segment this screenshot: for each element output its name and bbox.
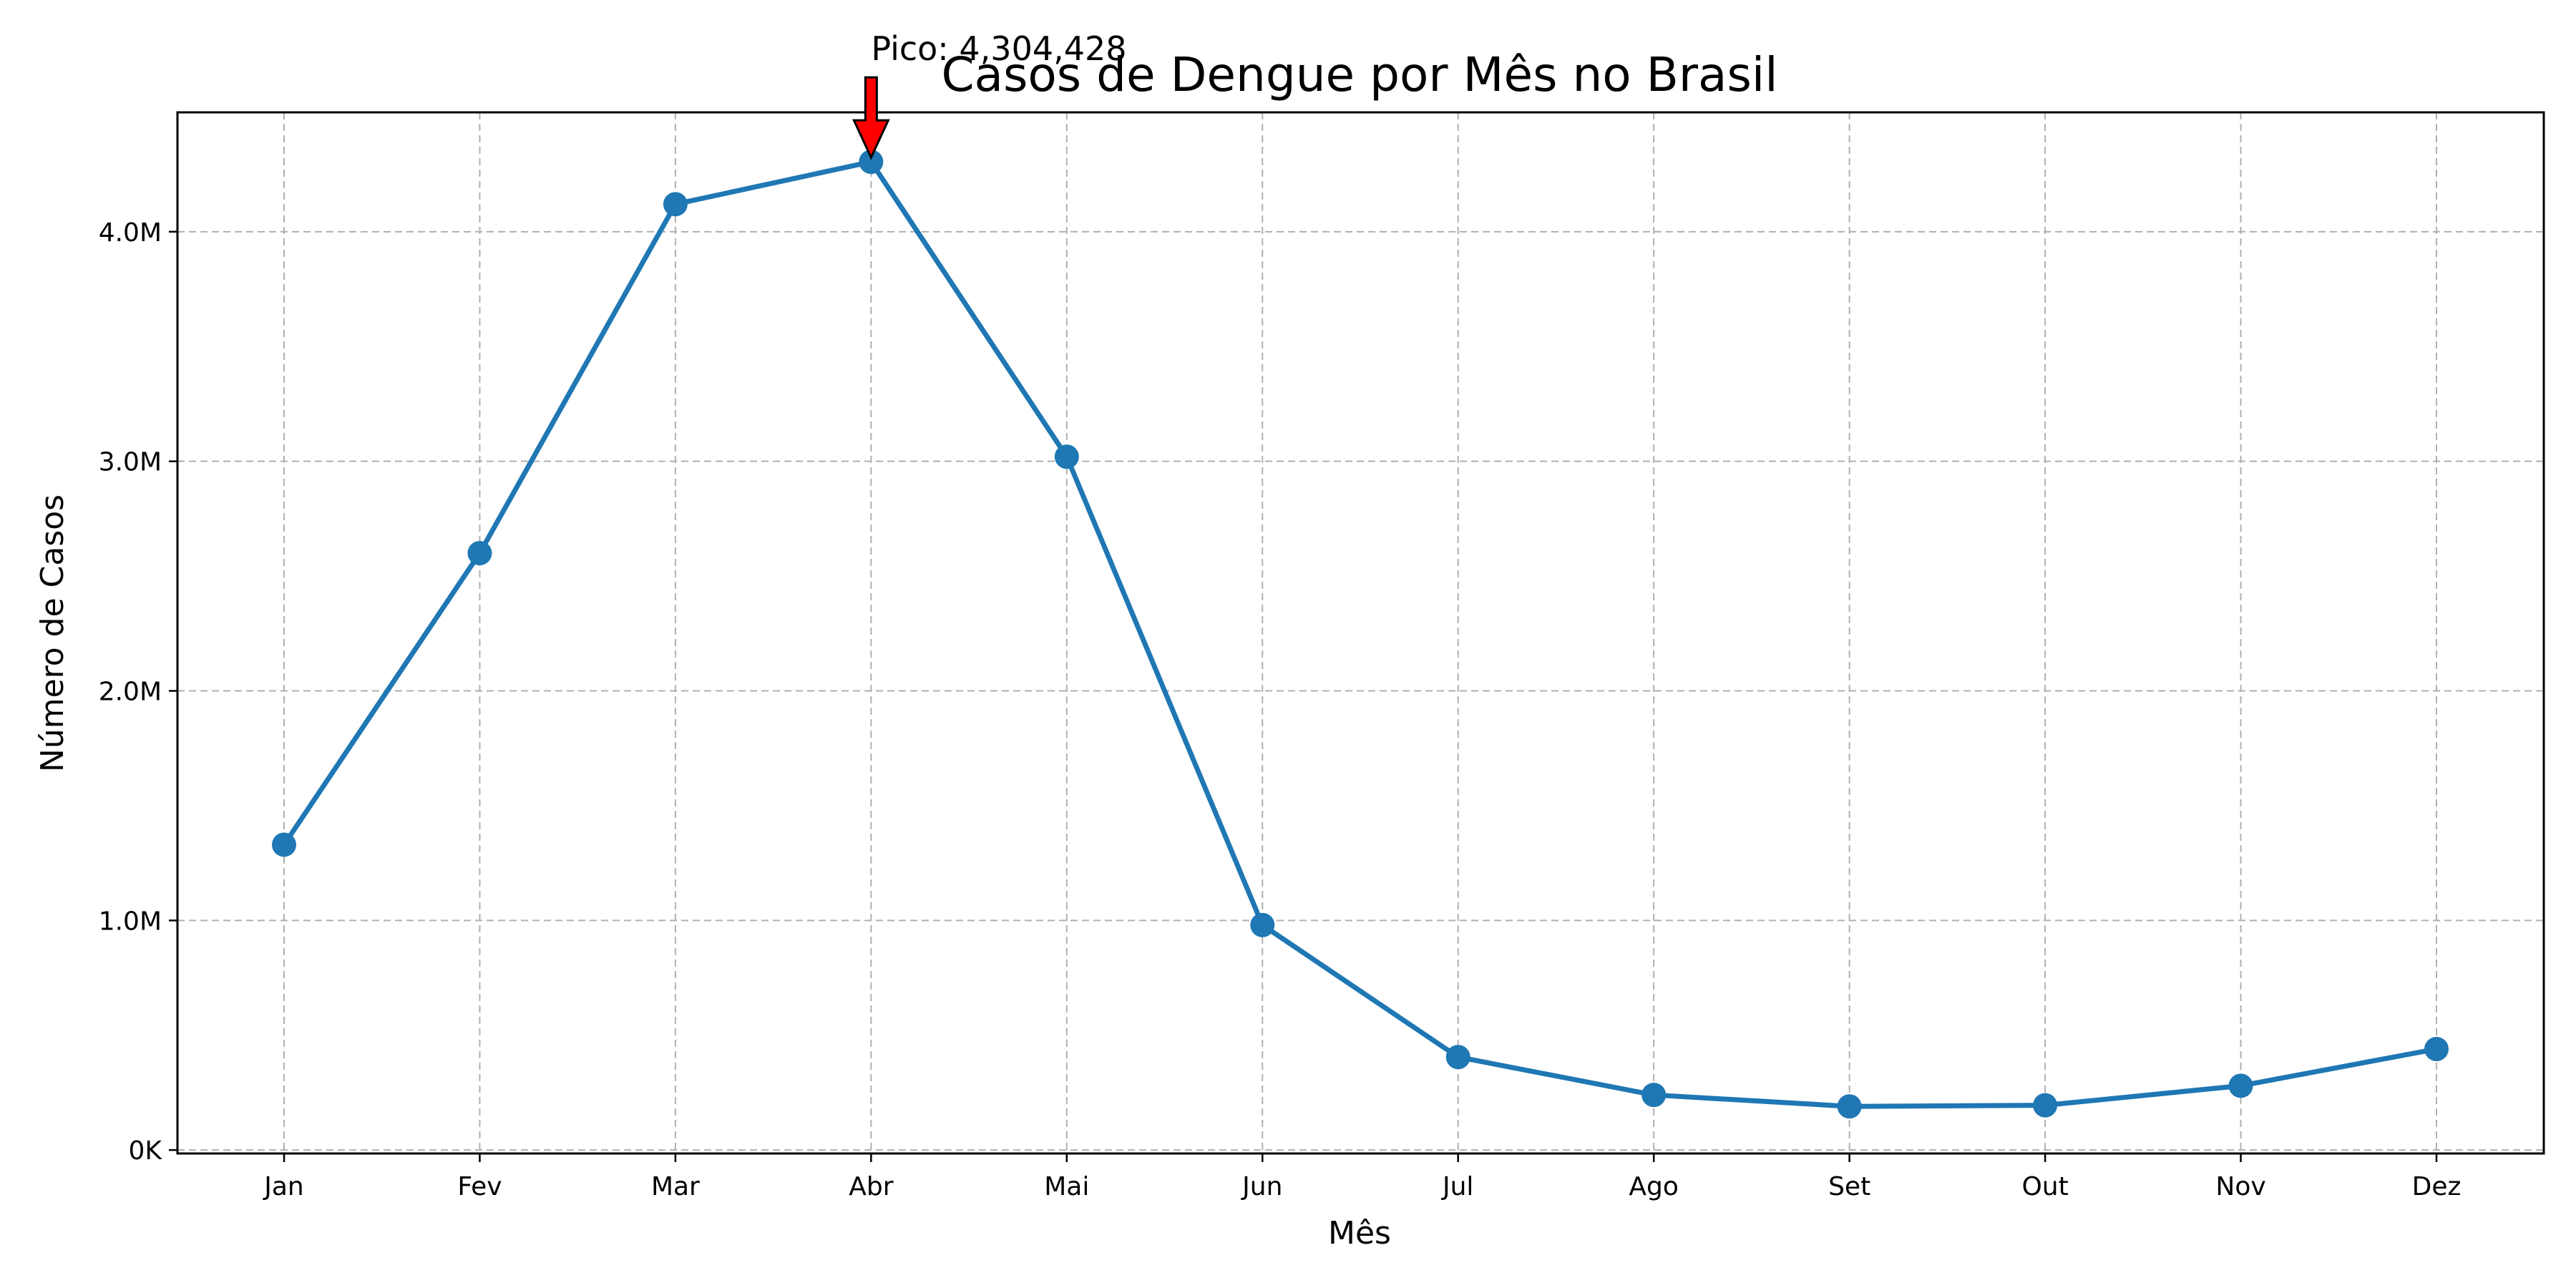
x-tick-label: Mar bbox=[651, 1172, 700, 1201]
x-tick-label: Nov bbox=[2215, 1172, 2265, 1201]
series-line bbox=[282, 159, 2437, 1109]
y-tick-label: 0K bbox=[128, 1136, 162, 1166]
data-point bbox=[1837, 1094, 1862, 1119]
series-group bbox=[272, 150, 2449, 1119]
data-point bbox=[1054, 444, 1079, 469]
y-tick-label: 3.0M bbox=[99, 448, 162, 477]
data-point bbox=[467, 541, 492, 566]
chart-title: Casos de Dengue por Mês no Brasil bbox=[941, 47, 1777, 102]
x-tick-label: Jan bbox=[263, 1172, 304, 1201]
peak-arrow bbox=[852, 76, 890, 160]
data-point bbox=[663, 192, 688, 217]
data-point bbox=[859, 150, 884, 175]
data-point bbox=[1445, 1045, 1470, 1070]
y-tick-label: 4.0M bbox=[99, 218, 162, 248]
x-tick-label: Fev bbox=[457, 1172, 502, 1201]
data-point bbox=[2228, 1073, 2253, 1098]
ticks: Jan Fev Mar Abr Mai Jun Jul Ago Set Out Nov Dez 0K 1.… bbox=[99, 218, 2462, 1201]
x-tick-label: Mai bbox=[1044, 1172, 1089, 1201]
data-point bbox=[2033, 1093, 2058, 1118]
data-point bbox=[1641, 1083, 1667, 1108]
x-tick-label: Set bbox=[1828, 1172, 1870, 1201]
y-tick-label: 2.0M bbox=[99, 678, 162, 707]
x-tick-label: Dez bbox=[2412, 1172, 2462, 1201]
data-point bbox=[1250, 912, 1275, 937]
y-tick-label: 1.0M bbox=[99, 907, 162, 936]
data-point bbox=[272, 832, 296, 857]
x-tick-label: Abr bbox=[849, 1172, 893, 1201]
data-point bbox=[2424, 1037, 2449, 1062]
x-tick-label: Jun bbox=[1241, 1172, 1282, 1201]
x-tick-label: Out bbox=[2021, 1172, 2068, 1201]
peak-annotation: Pico: 4,304,428 bbox=[852, 29, 1127, 160]
peak-annotation-text: Pico: 4,304,428 bbox=[871, 29, 1126, 68]
y-axis-label: Número de Casos bbox=[34, 494, 71, 772]
x-tick-label: Ago bbox=[1629, 1172, 1679, 1201]
x-axis-label: Mês bbox=[1328, 1215, 1391, 1252]
x-tick-label: Jul bbox=[1441, 1172, 1473, 1201]
plot-frame bbox=[176, 111, 2545, 1155]
grid bbox=[177, 112, 2544, 1153]
